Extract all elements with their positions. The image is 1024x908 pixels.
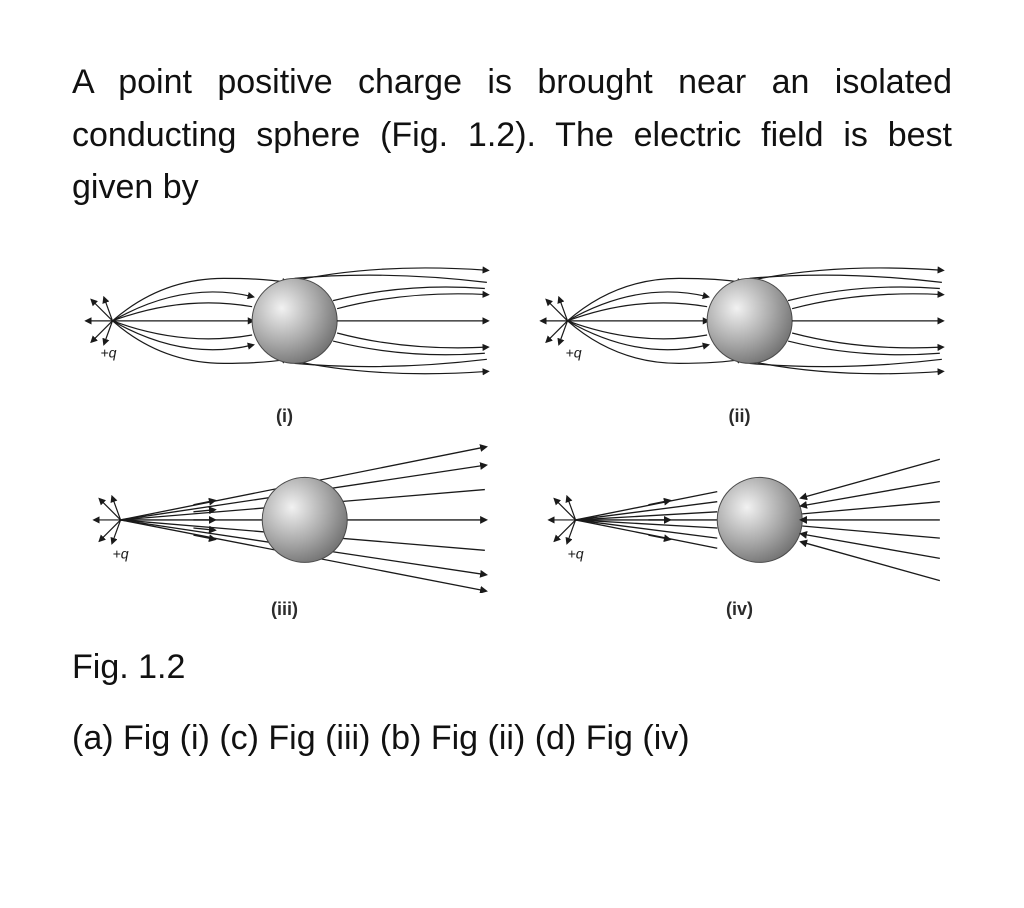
charge-label-i: +q [100,345,116,361]
figure-i-label: (i) [276,406,293,427]
figure-caption: Fig. 1.2 [72,648,952,687]
figure-iii-label: (iii) [271,599,298,620]
figure-ii-svg: +q [527,248,952,400]
figure-iii-svg: +q [72,441,497,593]
figure-i-svg: +q [72,248,497,400]
figure-iv-label: (iv) [726,599,753,620]
figure-iv: +q (iv) [527,441,952,620]
figures-grid: +q (i) [72,248,952,620]
charge-label-iii: +q [112,546,128,562]
question-text: A point positive charge is brought near … [72,56,952,214]
figure-iii: +q (iii) [72,441,497,620]
charge-label-iv: +q [567,546,583,562]
figure-ii: +q (ii) [527,248,952,427]
figure-i: +q (i) [72,248,497,427]
figure-ii-label: (ii) [729,406,751,427]
charge-label-ii: +q [565,345,581,361]
answer-options: (a) Fig (i) (c) Fig (iii) (b) Fig (ii) (… [72,719,952,758]
figure-iv-svg: +q [527,441,952,593]
